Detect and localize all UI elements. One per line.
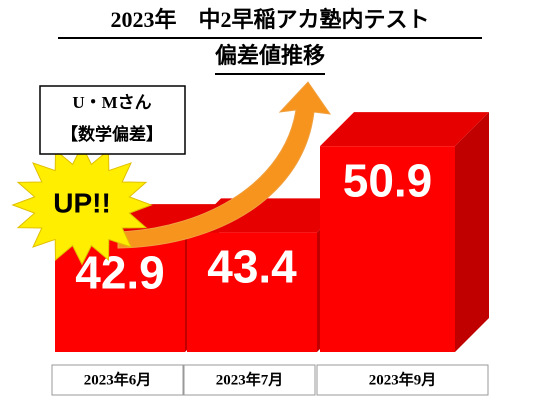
x-tick-label: 2023年9月 (369, 370, 437, 388)
value-label: 42.9 (75, 246, 165, 298)
badge-text: UP!! (53, 187, 111, 218)
up-arrow (117, 81, 332, 249)
x-tick-label: 2023年7月 (216, 370, 284, 388)
bar (187, 232, 317, 352)
value-label: 43.4 (207, 241, 297, 293)
category-box (316, 364, 489, 396)
value-label: 50.9 (343, 154, 433, 206)
label-box (39, 85, 186, 155)
bar-side (455, 112, 489, 353)
bar-top (320, 112, 489, 147)
subject-label: 【数学偏差】 (61, 124, 163, 144)
x-tick-label: 2023年6月 (84, 370, 152, 388)
chart-title: 2023年 中2早稲アカ塾内テスト (110, 7, 429, 32)
overlay: UP!! U・Mさん 【数学偏差】 (11, 81, 332, 266)
category-box (51, 364, 184, 396)
chart-subtitle: 偏差値推移 (215, 43, 325, 68)
starburst (11, 144, 153, 266)
category-box (183, 364, 316, 396)
person-label: U・Mさん (72, 93, 151, 112)
bar (320, 146, 455, 352)
bar (55, 238, 185, 352)
